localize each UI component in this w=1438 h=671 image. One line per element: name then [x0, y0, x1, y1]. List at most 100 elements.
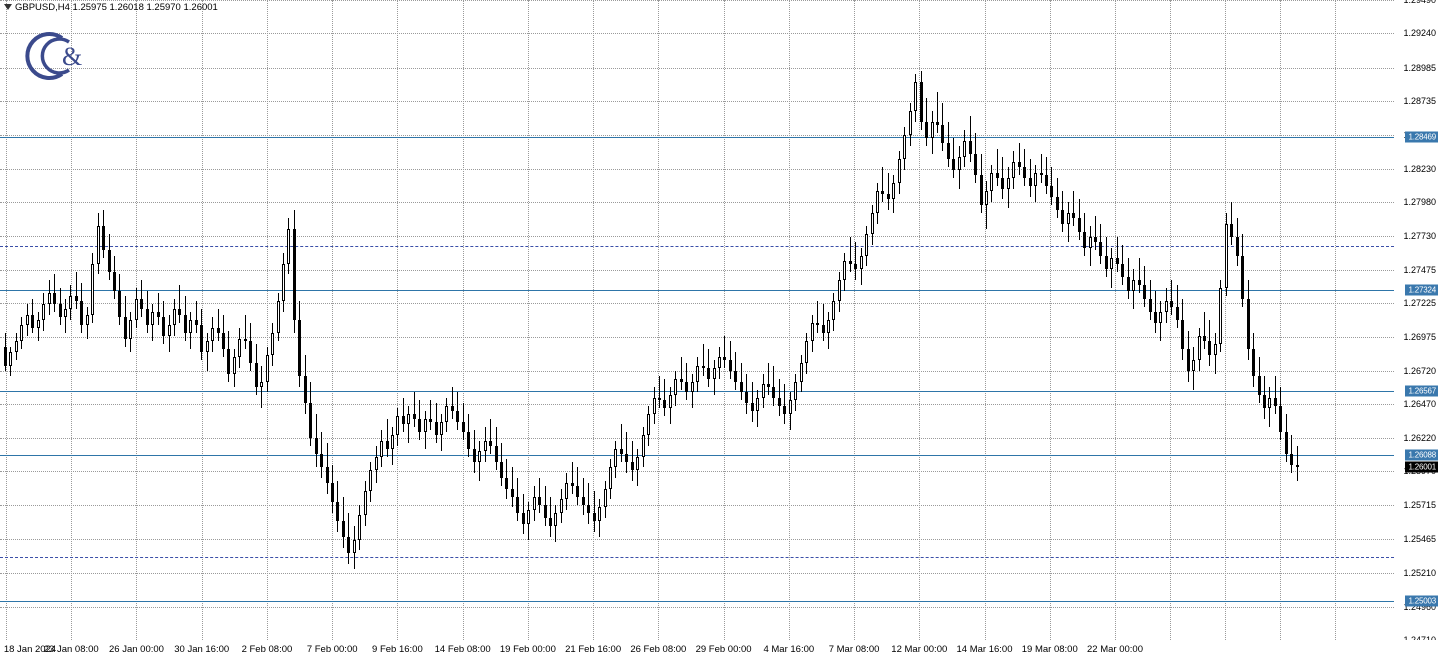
candle-body: [1186, 349, 1190, 371]
time-axis-tick-label: 19 Feb 00:00: [499, 644, 556, 655]
candle: [189, 0, 193, 640]
candle: [919, 0, 923, 640]
candle-wick: [451, 386, 453, 420]
candle: [1295, 0, 1299, 640]
candle-wick: [778, 378, 780, 417]
candle-body: [238, 338, 242, 358]
candle: [598, 0, 602, 640]
candle: [696, 0, 700, 640]
candle: [4, 0, 7, 640]
candle: [647, 0, 651, 640]
chevron-down-icon[interactable]: [4, 4, 12, 11]
price-axis-tick-label: 1.27225: [1403, 298, 1436, 309]
gridline-vertical: [854, 0, 856, 640]
candle-wick: [680, 357, 682, 390]
level-price-tag: 1.25003: [1405, 595, 1438, 607]
candle-body: [505, 477, 509, 489]
level-line-solid[interactable]: [0, 391, 1394, 393]
candle-body: [9, 352, 13, 366]
gridline-vertical: [266, 0, 268, 640]
candle: [472, 0, 476, 640]
candle-body: [974, 153, 978, 176]
candle: [1273, 0, 1277, 640]
candle: [570, 0, 574, 640]
candle-body: [1252, 349, 1256, 377]
candle-body: [396, 416, 400, 436]
candle-body: [1132, 279, 1136, 291]
candle-body: [549, 518, 552, 527]
level-price-tag: 1.27324: [1405, 284, 1438, 296]
candle-body: [881, 191, 885, 195]
gridline-vertical: [71, 0, 73, 640]
gridline-vertical: [201, 0, 203, 640]
candle: [1050, 0, 1054, 640]
price-axis[interactable]: 1.294901.292401.289851.287351.284801.282…: [1394, 0, 1438, 645]
candle: [325, 0, 329, 640]
level-line-solid[interactable]: [0, 600, 1394, 602]
svg-text:&: &: [62, 42, 82, 71]
level-line-solid[interactable]: [0, 136, 1394, 138]
candle-body: [134, 298, 138, 320]
level-line-solid[interactable]: [0, 290, 1394, 291]
candle-body: [1164, 301, 1168, 312]
candle: [581, 0, 585, 640]
candle: [1192, 0, 1196, 640]
candle: [1170, 0, 1174, 640]
candle-body: [772, 386, 776, 398]
candle-body: [750, 403, 754, 412]
candle: [908, 0, 912, 640]
level-line-solid[interactable]: [0, 455, 1394, 457]
candle-body: [211, 328, 215, 342]
candle-body: [788, 400, 792, 414]
candle-body: [963, 140, 967, 157]
candle: [974, 0, 978, 640]
candle-wick: [882, 167, 884, 203]
time-axis[interactable]: 18 Jan 2024 23 Jan 08:00 26 Jan 00:00 30 Ja…: [0, 640, 1438, 671]
candle: [772, 0, 776, 640]
candle-body: [652, 397, 656, 414]
candle: [554, 0, 558, 640]
candle: [69, 0, 73, 640]
candle: [979, 0, 983, 640]
time-axis-tick-label: 30 Jan 16:00: [174, 644, 230, 655]
candle-body: [641, 435, 645, 457]
candle-body: [162, 317, 166, 337]
candle-body: [281, 263, 285, 302]
candle: [1088, 0, 1092, 640]
candle-body: [668, 394, 672, 409]
candle: [1017, 0, 1021, 640]
candle: [1213, 0, 1217, 640]
gridline-horizontal: [0, 538, 1394, 540]
gridline-vertical: [658, 0, 660, 640]
candle-body: [478, 451, 482, 462]
candle: [521, 0, 525, 640]
candle: [113, 0, 116, 640]
candle: [663, 0, 667, 640]
candle: [870, 0, 874, 640]
time-axis-tick-label: 7 Feb 00:00: [306, 644, 358, 655]
candle-wick: [1204, 311, 1205, 350]
candle-body: [636, 456, 640, 470]
candle-body: [1203, 336, 1206, 342]
level-line-dashed[interactable]: [0, 246, 1394, 248]
candle-body: [925, 121, 929, 138]
candle-body: [347, 536, 351, 553]
candle-body: [1208, 341, 1212, 355]
candle-body: [407, 413, 411, 425]
gridline-vertical: [1115, 0, 1116, 640]
candle-body: [20, 325, 24, 342]
candle-body: [979, 175, 983, 205]
candle: [592, 0, 596, 640]
level-line-dashed[interactable]: [0, 556, 1394, 558]
time-axis-tick-label: 19 Mar 08:00: [1021, 644, 1078, 655]
candle: [794, 0, 798, 640]
chart-plot-area[interactable]: [0, 0, 1394, 640]
candle: [848, 0, 852, 640]
candle-body: [1170, 301, 1174, 307]
candle: [80, 0, 84, 640]
candle: [9, 0, 13, 640]
candle-wick: [664, 378, 666, 417]
candle-body: [363, 491, 367, 516]
candle-body: [1257, 376, 1261, 395]
candle: [783, 0, 787, 640]
